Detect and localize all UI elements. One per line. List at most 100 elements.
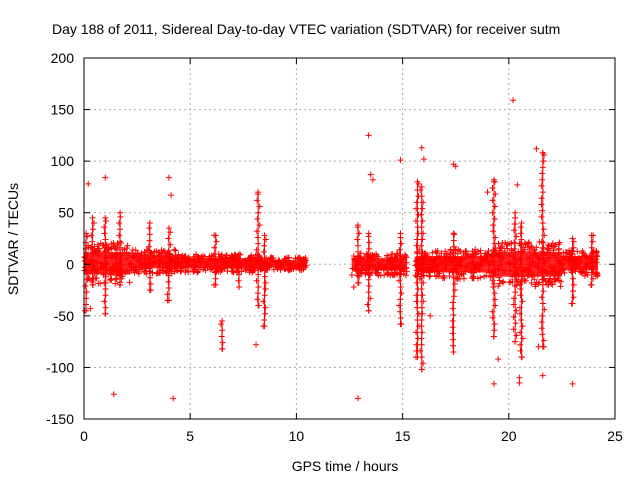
data-point	[517, 316, 524, 323]
data-point	[165, 278, 172, 285]
data-point	[451, 280, 458, 287]
data-point	[490, 380, 497, 387]
data-point	[587, 257, 594, 264]
data-point	[418, 255, 425, 262]
data-point	[433, 264, 440, 271]
data-point	[539, 207, 546, 214]
data-point	[420, 360, 427, 367]
data-point	[534, 264, 541, 271]
data-point	[357, 250, 364, 257]
data-point	[350, 252, 357, 259]
y-tick-label: 150	[51, 102, 75, 118]
data-point	[434, 254, 441, 261]
grid-lines	[84, 58, 615, 419]
data-point	[434, 268, 441, 275]
data-point	[589, 238, 596, 245]
data-point	[185, 267, 192, 274]
data-point	[450, 274, 457, 281]
data-point	[165, 247, 172, 254]
data-point	[450, 268, 457, 275]
data-point	[349, 265, 356, 272]
data-point	[185, 259, 192, 266]
data-point	[109, 264, 116, 271]
data-point	[449, 265, 456, 272]
data-point	[418, 193, 425, 200]
x-tick-label: 0	[80, 428, 88, 444]
data-point	[141, 248, 148, 255]
data-point	[497, 256, 504, 263]
data-point	[212, 232, 219, 239]
data-point	[413, 292, 420, 299]
data-point	[418, 286, 425, 293]
data-point	[366, 258, 373, 265]
data-point	[172, 247, 179, 254]
data-point	[491, 321, 498, 328]
data-point	[487, 273, 494, 280]
data-point	[546, 275, 553, 282]
data-point	[458, 263, 465, 270]
data-point	[254, 296, 261, 303]
data-point	[517, 292, 524, 299]
data-point	[569, 380, 576, 387]
data-point	[156, 260, 163, 267]
data-point	[517, 279, 524, 286]
data-point	[418, 354, 425, 361]
data-point	[559, 256, 566, 263]
data-point	[490, 222, 497, 229]
data-point	[131, 267, 138, 274]
data-point	[236, 259, 243, 266]
data-point	[366, 245, 373, 252]
data-point	[389, 251, 396, 258]
data-point	[102, 255, 109, 262]
data-point	[431, 257, 438, 264]
data-point	[531, 276, 538, 283]
data-point	[548, 281, 555, 288]
data-point	[365, 276, 372, 283]
data-point	[579, 248, 586, 255]
data-point	[384, 271, 391, 278]
data-point	[394, 257, 401, 264]
data-point	[102, 174, 109, 181]
data-point	[397, 321, 404, 328]
data-point	[570, 281, 577, 288]
data-point	[397, 157, 404, 164]
data-point	[164, 291, 171, 298]
data-point	[132, 254, 139, 261]
data-point	[354, 255, 361, 262]
data-point	[165, 272, 172, 279]
data-point	[262, 286, 269, 293]
data-point	[419, 329, 426, 336]
data-point	[222, 255, 229, 262]
data-point	[454, 261, 461, 268]
data-point	[418, 242, 425, 249]
data-point	[255, 209, 262, 216]
data-point	[89, 263, 96, 270]
data-point	[519, 298, 526, 305]
data-point	[354, 248, 361, 255]
data-point	[513, 307, 520, 314]
x-tick-label: 5	[186, 428, 194, 444]
data-point	[292, 255, 299, 262]
data-point	[484, 189, 491, 196]
data-point	[219, 327, 226, 334]
data-point	[101, 298, 108, 305]
data-point	[540, 158, 547, 165]
data-point	[274, 259, 281, 266]
data-point	[123, 250, 130, 257]
data-point	[354, 242, 361, 249]
data-point	[441, 274, 448, 281]
data-points	[81, 97, 601, 402]
data-point	[134, 251, 141, 258]
data-point	[91, 220, 98, 227]
data-point	[418, 261, 425, 268]
data-point	[570, 244, 577, 251]
data-point	[206, 253, 213, 260]
data-point	[581, 252, 588, 259]
data-point	[495, 266, 502, 273]
data-point	[261, 316, 268, 323]
data-point	[296, 266, 303, 273]
data-point	[413, 205, 420, 212]
data-point	[236, 250, 243, 257]
data-point	[510, 97, 517, 104]
data-point	[216, 253, 223, 260]
